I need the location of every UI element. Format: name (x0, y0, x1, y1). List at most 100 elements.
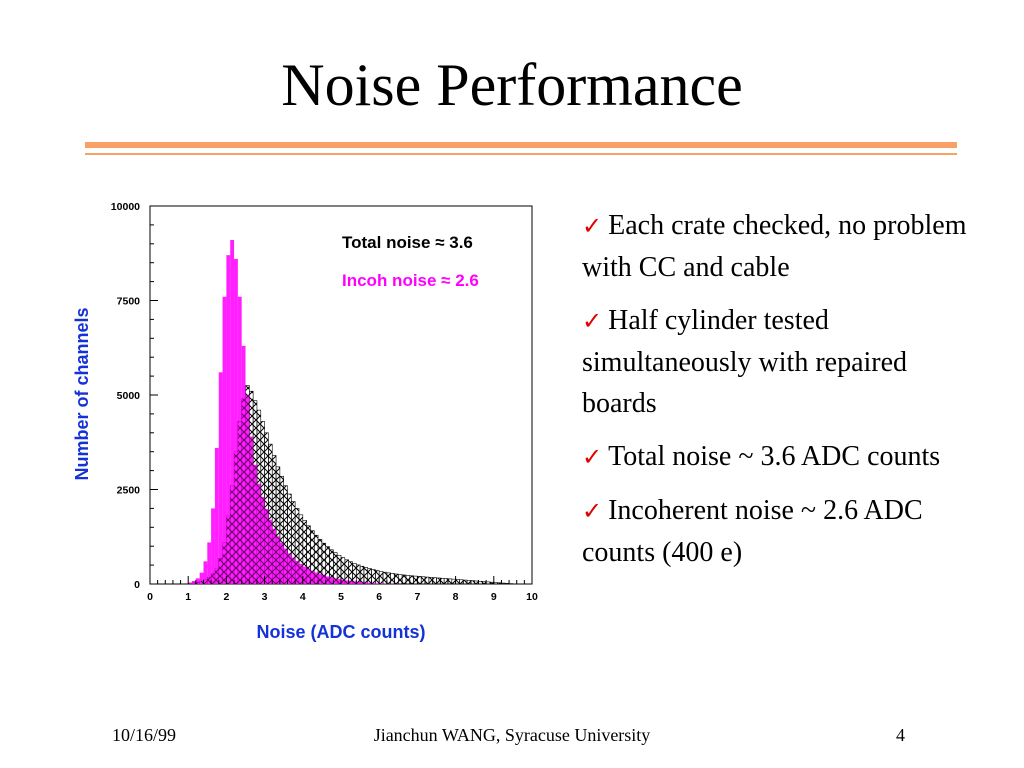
bar-incoh (192, 580, 196, 584)
bar-total (485, 581, 491, 585)
bar-total (397, 574, 403, 585)
title-divider-thick (85, 142, 957, 148)
bar-overlap (237, 421, 242, 584)
bar-overlap (260, 497, 265, 584)
bar-total (504, 583, 510, 585)
bar-total (497, 582, 502, 585)
bullet-text: Each crate checked, no problem with CC a… (582, 210, 967, 283)
bar-overlap (348, 580, 353, 584)
footer-date: 10/16/99 (112, 725, 177, 745)
bar-total (363, 567, 369, 585)
bar-incoh (195, 578, 200, 584)
noise-histogram-svg: 0 1 2 3 4 5 6 7 8 9 10 0 2500 5000 7500 10000 Number of… (72, 201, 538, 642)
bar-overlap (360, 582, 364, 584)
bar-overlap (203, 579, 208, 584)
bar-total (409, 575, 414, 585)
bar-overlap (188, 583, 193, 584)
bar-overlap (222, 542, 227, 584)
bar-overlap (287, 553, 292, 584)
bar-overlap (314, 572, 319, 584)
bar-overlap (337, 579, 341, 584)
bar-total (428, 577, 433, 585)
bar-total (501, 582, 506, 585)
bar-overlap (318, 573, 322, 584)
bullet-item: ✓ Each crate checked, no problem with CC … (582, 205, 982, 288)
bar-overlap (356, 581, 361, 584)
bar-overlap (344, 580, 349, 584)
bar-overlap (295, 560, 299, 584)
bar-total (348, 561, 353, 585)
bar-overlap (241, 398, 246, 584)
plot-frame (149, 205, 533, 585)
bar-total (390, 573, 395, 585)
bar-incoh (207, 542, 212, 584)
bar-overlap (325, 576, 330, 584)
bar-overlap (253, 464, 257, 584)
bar-overlap (207, 577, 212, 584)
x-tick-label: 8 (453, 591, 459, 603)
bar-incoh (199, 572, 204, 584)
footer-page-number: 4 (896, 725, 905, 745)
bar-total (344, 559, 349, 585)
bar-overlap (211, 573, 215, 584)
bar-overlap (321, 575, 326, 584)
bar-total (359, 565, 365, 585)
bar-total (382, 571, 388, 585)
slide-title: Noise Performance (281, 52, 743, 118)
bar-total (462, 579, 468, 585)
bar-overlap (363, 582, 368, 584)
noise-histogram: 0 1 2 3 4 5 6 7 8 9 10 0 2500 5000 7500 10000 Number of… (64, 188, 554, 650)
bullet-item: ✓ Half cylinder tested simultaneously wit… (582, 300, 982, 424)
y-tick-label: 7500 (117, 296, 141, 308)
bar-overlap (218, 558, 223, 584)
bar-overlap (341, 579, 345, 584)
x-tick-label: 4 (300, 591, 306, 603)
bar-overlap (291, 557, 296, 584)
bar-total (451, 578, 456, 585)
bar-incoh (218, 372, 223, 584)
bar-overlap (310, 570, 315, 584)
bullet-text: Total noise ~ 3.6 ADC counts (608, 441, 941, 472)
checkmark-icon: ✓ (582, 443, 603, 471)
bar-total (405, 575, 411, 585)
bar-total (466, 580, 472, 585)
x-tick-label: 6 (376, 591, 382, 603)
annotation-total-noise: Total noise ≈ 3.6 (342, 233, 473, 252)
bar-total (367, 568, 372, 585)
checkmark-icon: ✓ (582, 497, 603, 525)
bar-total (436, 577, 441, 585)
bar-total (455, 579, 460, 585)
x-tick-label: 7 (414, 591, 420, 603)
bar-incoh (211, 508, 215, 584)
bar-overlap (371, 583, 376, 584)
bullet-text: Half cylinder tested simultaneously with… (582, 305, 908, 419)
x-tick-label: 5 (338, 591, 344, 603)
bar-total (424, 576, 430, 585)
bar-total (478, 580, 483, 585)
bar-overlap (264, 509, 269, 584)
bar-overlap (276, 536, 280, 584)
bar-overlap (192, 582, 196, 584)
bar-total (355, 564, 361, 585)
x-tick-label: 3 (262, 591, 268, 603)
bar-overlap (302, 566, 307, 584)
y-axis-label: Number of channels (72, 307, 92, 480)
bar-incoh (230, 240, 235, 584)
y-tick-label: 2500 (117, 485, 141, 497)
bar-overlap (226, 515, 231, 584)
bar-total (432, 577, 437, 585)
bullet-item: ✓ Total noise ~ 3.6 ADC counts (582, 436, 982, 478)
bar-overlap (329, 577, 334, 584)
bar-incoh (214, 447, 219, 584)
bar-overlap (298, 563, 303, 584)
bar-total (371, 569, 376, 585)
annotation-incoh-noise: Incoh noise ≈ 2.6 (342, 271, 479, 290)
bar-overlap (230, 485, 235, 584)
bar-total (420, 576, 426, 585)
bar-overlap (199, 580, 204, 584)
x-tick-label: 0 (147, 591, 153, 603)
bar-overlap (283, 548, 288, 584)
bar-total (375, 570, 380, 585)
bar-total (447, 578, 453, 585)
bar-total (394, 573, 399, 585)
